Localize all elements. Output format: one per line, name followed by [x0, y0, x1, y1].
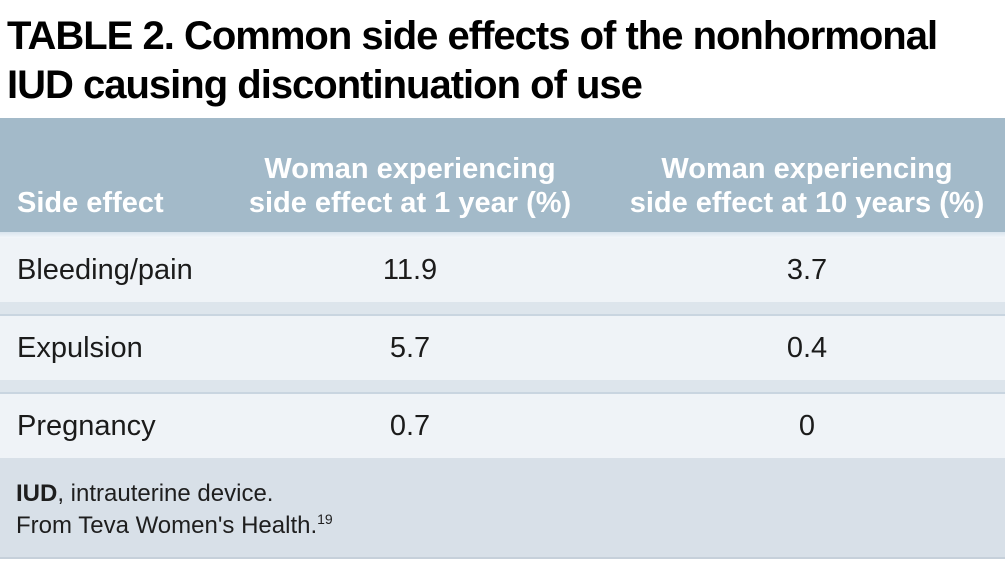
- source-note: From Teva Women's Health.19: [16, 510, 1005, 542]
- row-label: Pregnancy: [17, 409, 156, 442]
- table-row-pregnancy: Pregnancy 0.7 0: [0, 394, 1005, 458]
- abbreviation-note: IUD, intrauterine device.: [16, 478, 1005, 510]
- row-divider: [0, 380, 1005, 394]
- source-reference-number: 19: [317, 511, 333, 527]
- header-side-effect-label: Side effect: [17, 187, 164, 219]
- table-header-row: Side effect Woman experiencing side effe…: [0, 118, 1005, 232]
- row-value-10-years: 0: [798, 409, 816, 442]
- header-1-year-line1: Woman experiencing: [264, 153, 556, 185]
- header-10-years-line1: Woman experiencing: [661, 153, 953, 185]
- row-label: Expulsion: [17, 331, 143, 364]
- row-value-1-year: 0.7: [389, 409, 431, 442]
- row-label: Bleeding/pain: [17, 253, 193, 286]
- row-value-10-years: 0.4: [786, 331, 828, 364]
- header-10-years-line2: side effect at 10 years (%): [629, 187, 985, 219]
- abbreviation-definition: , intrauterine device.: [57, 480, 274, 507]
- abbreviation-term: IUD: [16, 480, 58, 507]
- header-1-year-line2: side effect at 1 year (%): [248, 187, 572, 219]
- source-text: From Teva Women's Health.: [16, 512, 318, 539]
- side-effects-table: Side effect Woman experiencing side effe…: [0, 118, 1005, 559]
- header-separator: [0, 232, 1005, 238]
- table-title: TABLE 2. Common side effects of the nonh…: [0, 0, 1005, 110]
- table-row-expulsion: Expulsion 5.7 0.4: [0, 316, 1005, 380]
- header-1-year: Woman experiencing side effect at 1 year…: [211, 118, 609, 232]
- row-divider: [0, 302, 1005, 316]
- row-value-1-year: 5.7: [389, 331, 431, 364]
- row-value-1-year: 11.9: [382, 253, 438, 286]
- table-footnotes: IUD, intrauterine device. From Teva Wome…: [0, 458, 1005, 559]
- row-value-10-years: 3.7: [786, 253, 828, 286]
- header-10-years: Woman experiencing side effect at 10 yea…: [609, 118, 1005, 232]
- table-title-line1: TABLE 2. Common side effects of the nonh…: [7, 14, 938, 58]
- table-title-line2: IUD causing discontinuation of use: [7, 63, 643, 107]
- table-row-bleeding-pain: Bleeding/pain 11.9 3.7: [0, 238, 1005, 302]
- header-side-effect: Side effect: [0, 118, 211, 232]
